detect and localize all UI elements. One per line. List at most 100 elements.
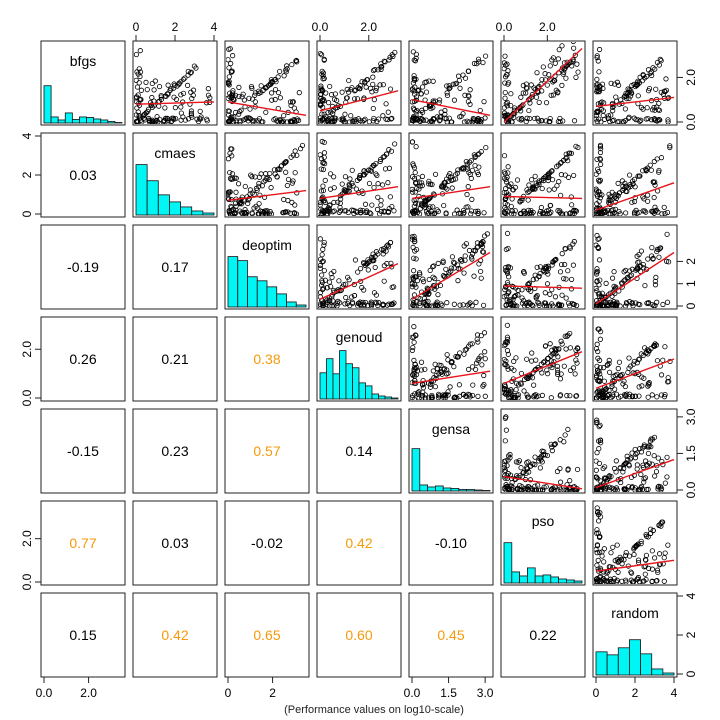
scatter-point xyxy=(412,189,418,195)
scatter-point xyxy=(266,176,272,183)
scatter-point xyxy=(386,57,392,63)
scatter-point xyxy=(541,448,547,455)
fit-line xyxy=(319,90,399,112)
scatter-point xyxy=(389,115,395,121)
scatter-point xyxy=(481,372,487,379)
correlation-value: 0.65 xyxy=(253,627,280,643)
scatter-point xyxy=(284,66,290,72)
scatter-point xyxy=(379,63,385,70)
scatter-point xyxy=(642,208,648,214)
scatter-point xyxy=(318,152,323,158)
scatter-point xyxy=(632,393,639,399)
scatter-point xyxy=(570,365,577,371)
scatter-point xyxy=(502,473,508,479)
scatter-point xyxy=(665,379,671,385)
scatter-point xyxy=(525,197,531,203)
scatter-point xyxy=(284,63,290,69)
axis-tick-label: 2 xyxy=(632,686,639,700)
scatter-point xyxy=(327,298,333,304)
scatter-point xyxy=(655,569,661,576)
scatter-point xyxy=(231,97,237,103)
scatter-point xyxy=(343,281,349,287)
scatter-point xyxy=(383,248,389,254)
scatter-point xyxy=(482,393,488,399)
scatter-point xyxy=(503,427,509,433)
scatter-point xyxy=(508,103,514,109)
scatter-point xyxy=(594,108,600,114)
scatter-point xyxy=(360,172,366,178)
scatter-point xyxy=(355,116,362,122)
scatter-point xyxy=(608,112,614,118)
fit-line xyxy=(135,101,215,105)
scatter-point xyxy=(288,102,294,109)
panel-frame xyxy=(224,316,310,402)
scatter-point xyxy=(662,550,668,556)
scatter-point xyxy=(418,91,424,97)
scatter-point xyxy=(557,269,564,275)
scatter-point xyxy=(562,246,569,252)
scatter-point xyxy=(319,138,325,145)
scatter-point xyxy=(134,112,139,118)
scatter-point xyxy=(594,76,600,83)
scatter-point xyxy=(570,241,576,247)
scatter-point xyxy=(523,119,529,124)
panel-bfgs-cmaes xyxy=(132,40,218,126)
scatter-point xyxy=(552,294,559,300)
scatter-point xyxy=(451,97,458,103)
scatter-point xyxy=(345,274,351,280)
scatter-point xyxy=(226,190,231,196)
scatter-point xyxy=(639,374,645,380)
scatter-point xyxy=(646,86,653,92)
scatter-point xyxy=(632,184,638,190)
scatter-point xyxy=(469,251,476,257)
scatter-point xyxy=(654,463,660,469)
fit-line xyxy=(411,99,491,117)
scatter-point xyxy=(425,291,432,297)
scatter-point xyxy=(471,152,477,158)
scatter-point xyxy=(353,117,359,123)
scatter-point xyxy=(645,192,651,198)
panel-gensa-cmaes: 0.23 xyxy=(132,408,218,494)
scatter-point xyxy=(554,468,561,475)
scatter-point xyxy=(595,58,601,64)
scatter-point xyxy=(383,101,389,107)
scatter-point xyxy=(596,326,602,332)
scatter-point xyxy=(594,373,600,379)
panel-random-deoptim: 0.65 xyxy=(224,592,310,678)
scatter-point xyxy=(598,161,604,168)
scatter-point xyxy=(654,246,661,252)
scatter-point xyxy=(629,199,635,205)
scatter-point xyxy=(318,188,324,194)
scatter-point xyxy=(664,209,671,216)
scatter-point xyxy=(463,241,469,247)
fit-line xyxy=(595,358,675,389)
scatter-point xyxy=(531,85,537,91)
scatter-point xyxy=(624,453,630,459)
axis-tick-label: 3.0 xyxy=(477,686,494,700)
scatter-point xyxy=(380,251,386,257)
scatter-point xyxy=(433,375,439,382)
correlation-value: 0.15 xyxy=(69,627,96,643)
scatter-point xyxy=(597,488,604,492)
scatter-point xyxy=(374,300,380,306)
scatter-point xyxy=(617,464,623,471)
scatter-point xyxy=(229,171,236,177)
scatter-point xyxy=(226,65,232,71)
scatter-point xyxy=(321,98,327,104)
scatter-point xyxy=(149,117,156,123)
scatter-point xyxy=(638,471,644,478)
scatter-point xyxy=(536,273,542,279)
scatter-point xyxy=(634,360,640,366)
scatter-point xyxy=(623,210,629,216)
scatter-point xyxy=(474,61,480,67)
scatter-point xyxy=(536,99,542,105)
histogram-bar xyxy=(458,489,467,492)
scatter-point xyxy=(227,94,233,100)
scatter-point xyxy=(600,365,607,371)
scatter-point xyxy=(236,84,242,90)
scatter-point xyxy=(561,487,567,492)
scatter-point xyxy=(665,119,671,124)
scatter-point xyxy=(242,183,248,190)
scatter-point xyxy=(526,182,532,188)
scatter-point xyxy=(410,49,416,55)
